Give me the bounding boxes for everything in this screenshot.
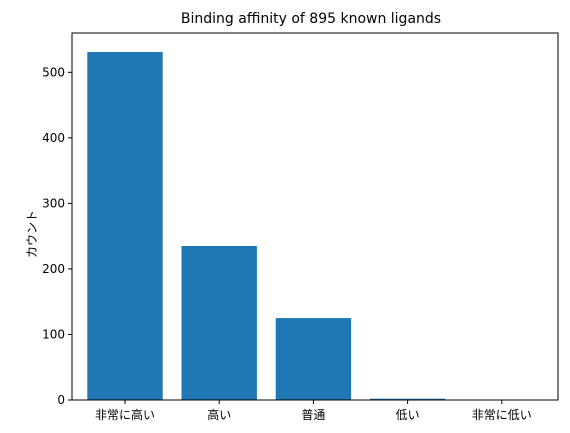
bars-group: [87, 52, 446, 400]
bar-1: [181, 245, 257, 400]
x-tick-label-2: 普通: [301, 408, 325, 422]
y-ticks-group: 0 100 200 300 400 500: [42, 65, 72, 407]
x-tick-label-1: 高い: [207, 407, 231, 422]
y-axis-label: カウント: [25, 210, 39, 258]
y-axis-label-group: カウント: [25, 210, 39, 258]
x-ticks-group: 非常に高い 高い 普通 低い 非常に低い: [95, 400, 532, 422]
bar-2: [275, 318, 352, 400]
x-tick-label-4: 非常に低い: [472, 408, 532, 422]
y-tick-label-3: 300: [42, 196, 65, 210]
y-tick-label-1: 100: [42, 327, 65, 341]
chart-title: Binding affinity of 895 known ligands: [181, 11, 441, 27]
y-tick-label-4: 400: [42, 131, 65, 145]
y-tick-label-2: 200: [42, 262, 65, 276]
y-tick-label-5: 500: [42, 65, 65, 79]
bar-3: [369, 398, 446, 400]
x-tick-label-3: 低い: [396, 408, 420, 422]
y-tick-label-0: 0: [57, 393, 65, 407]
plot-frame: [71, 32, 559, 401]
x-tick-label-0: 非常に高い: [95, 407, 155, 422]
bar-0: [87, 52, 163, 400]
